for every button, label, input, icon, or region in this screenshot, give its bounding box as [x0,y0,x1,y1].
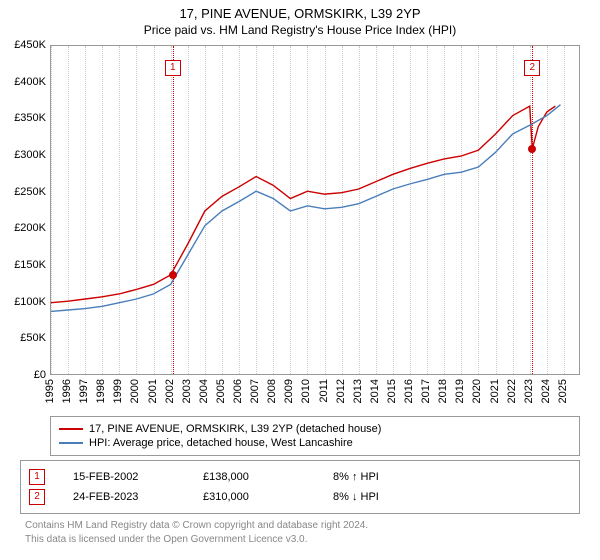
x-tick-label: 2018 [437,379,449,403]
event-date: 15-FEB-2002 [73,471,203,483]
chart-title: 17, PINE AVENUE, ORMSKIRK, L39 2YP [0,0,600,21]
x-tick-label: 2000 [129,379,141,403]
legend-row: 17, PINE AVENUE, ORMSKIRK, L39 2YP (deta… [59,422,571,436]
event-vline [532,46,533,374]
x-tick-label: 2007 [249,379,261,403]
event-number-box: 2 [29,489,45,505]
x-tick-label: 2023 [523,379,535,403]
x-tick-label: 2014 [369,379,381,403]
x-tick-label: 2005 [215,379,227,403]
series-line [51,105,560,312]
x-tick-label: 2020 [471,379,483,403]
y-tick-label: £450K [6,39,46,51]
x-tick-label: 1997 [78,379,90,403]
chart-subtitle: Price paid vs. HM Land Registry's House … [0,21,600,41]
chart-container: 17, PINE AVENUE, ORMSKIRK, L39 2YP Price… [0,0,600,560]
events-table: 1 15-FEB-2002£138,0008% ↑ HPI 2 24-FEB-2023… [20,460,580,514]
y-tick-label: £50K [6,332,46,344]
events-row: 2 24-FEB-2023£310,0008% ↓ HPI [29,487,571,507]
x-tick-label: 2013 [352,379,364,403]
footer-line-1: Contains HM Land Registry data © Crown c… [25,520,368,531]
events-row: 1 15-FEB-2002£138,0008% ↑ HPI [29,467,571,487]
event-number-box: 1 [29,469,45,485]
x-tick-label: 2019 [454,379,466,403]
event-price: £310,000 [203,491,333,503]
x-tick-label: 2011 [318,379,330,403]
x-tick-label: 2009 [283,379,295,403]
x-tick-label: 2006 [232,379,244,403]
legend: 17, PINE AVENUE, ORMSKIRK, L39 2YP (deta… [50,416,580,456]
y-tick-label: £200K [6,222,46,234]
x-tick-label: 2003 [181,379,193,403]
x-tick-label: 2022 [506,379,518,403]
x-tick-label: 2010 [300,379,312,403]
event-point [528,145,536,153]
x-tick-label: 2002 [164,379,176,403]
x-tick-label: 2015 [386,379,398,403]
x-tick-label: 1999 [112,379,124,403]
x-tick-label: 2001 [147,379,159,403]
y-tick-label: £150K [6,259,46,271]
x-tick-label: 2008 [266,379,278,403]
event-point [169,271,177,279]
x-tick-label: 1998 [95,379,107,403]
event-pct: 8% ↓ HPI [333,491,463,503]
y-tick-label: £250K [6,186,46,198]
event-marker: 1 [165,60,181,76]
y-tick-label: £100K [6,296,46,308]
y-tick-label: £400K [6,76,46,88]
legend-label: 17, PINE AVENUE, ORMSKIRK, L39 2YP (deta… [89,423,381,435]
y-tick-label: £350K [6,112,46,124]
legend-label: HPI: Average price, detached house, West… [89,437,353,449]
x-tick-label: 1995 [44,379,56,403]
series-line [51,106,555,303]
x-tick-label: 2025 [557,379,569,403]
x-tick-label: 2016 [403,379,415,403]
plot-area: 12 [50,45,580,375]
event-price: £138,000 [203,471,333,483]
event-marker: 2 [524,60,540,76]
legend-swatch [59,428,83,430]
x-tick-label: 2017 [420,379,432,403]
y-tick-label: £0 [6,369,46,381]
x-tick-label: 2021 [489,379,501,403]
event-date: 24-FEB-2023 [73,491,203,503]
event-vline [173,46,174,374]
x-tick-label: 2012 [335,379,347,403]
legend-swatch [59,442,83,444]
x-tick-label: 2004 [198,379,210,403]
x-tick-label: 1996 [61,379,73,403]
y-tick-label: £300K [6,149,46,161]
x-tick-label: 2024 [540,379,552,403]
footer-line-2: This data is licensed under the Open Gov… [25,534,307,545]
series-svg [51,46,581,376]
legend-row: HPI: Average price, detached house, West… [59,436,571,450]
event-pct: 8% ↑ HPI [333,471,463,483]
